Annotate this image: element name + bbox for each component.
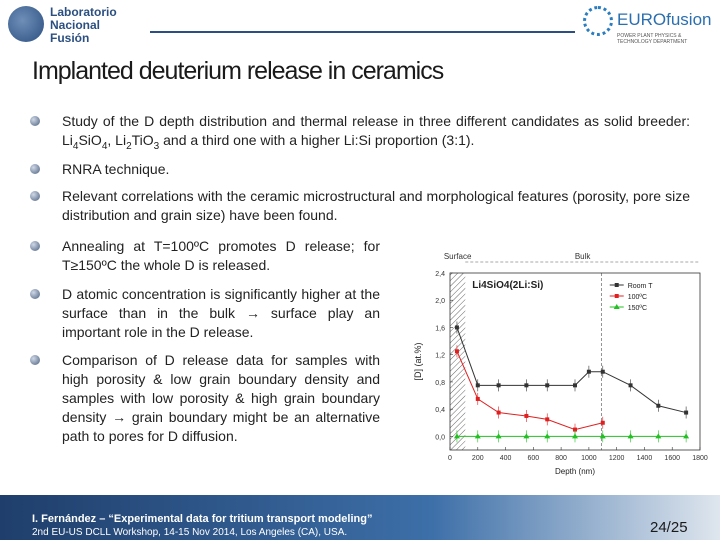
- slide-header: Laboratorio Nacional Fusión EUROfusion P…: [0, 0, 720, 50]
- y-tick-label: 0,8: [435, 380, 445, 387]
- legend-label: 100ºC: [628, 294, 647, 301]
- data-point: [586, 369, 591, 374]
- bullet-icon: [30, 191, 40, 201]
- x-tick-label: 1800: [692, 455, 708, 462]
- bullet-icon: [30, 241, 40, 251]
- y-tick-label: 0,4: [435, 407, 445, 414]
- eurofusion-logo-icon: [583, 6, 613, 36]
- data-point: [453, 433, 460, 439]
- legend-marker: [613, 304, 620, 309]
- y-tick-label: 2,0: [435, 298, 445, 305]
- slide-footer: I. Fernández – “Experimental data for tr…: [0, 495, 720, 540]
- bullet-icon: [30, 164, 40, 174]
- eurofusion-logo: EUROfusion POWER PLANT PHYSICS & TECHNOL…: [583, 4, 718, 50]
- y-tick-label: 2,4: [435, 271, 445, 278]
- lnf-logo-line: Fusión: [50, 31, 90, 45]
- x-tick-label: 200: [472, 455, 484, 462]
- region-label-surface: Surface: [444, 252, 472, 261]
- lnf-logo-line: Nacional: [50, 18, 101, 32]
- data-point: [495, 433, 502, 439]
- data-point: [627, 433, 634, 439]
- lnf-logo-icon: [8, 6, 44, 42]
- bullet-text: Annealing at T=100ºC promotes D release;…: [62, 238, 380, 273]
- lnf-logo: Laboratorio Nacional Fusión: [8, 4, 138, 46]
- data-point: [523, 433, 530, 439]
- y-tick-label: 1,6: [435, 325, 445, 332]
- bullet-text: RNRA technique.: [62, 161, 170, 177]
- bullet-text: Relevant correlations with the ceramic m…: [62, 188, 690, 223]
- x-axis-label: Depth (nm): [555, 467, 595, 476]
- slide-title: Implanted deuterium release in ceramics: [32, 57, 444, 85]
- data-point: [474, 433, 481, 439]
- bullet-text: Study of the D depth distribution and th…: [62, 113, 690, 152]
- footer-author: I. Fernández – “Experimental data for tr…: [32, 513, 373, 525]
- footer-event: 2nd EU-US DCLL Workshop, 14-15 Nov 2014,…: [32, 527, 348, 538]
- x-tick-label: 1200: [609, 455, 625, 462]
- data-point: [524, 413, 529, 418]
- x-tick-label: 800: [555, 455, 567, 462]
- bullet-text: Comparison of D release data for samples…: [62, 352, 380, 444]
- data-point: [600, 369, 605, 374]
- surface-region: [450, 273, 466, 450]
- data-point: [683, 433, 690, 439]
- chart-title: Li4SiO4(2Li:Si): [472, 280, 543, 291]
- x-tick-label: 0: [448, 455, 452, 462]
- data-point: [496, 383, 501, 388]
- bullet-icon: [30, 289, 40, 299]
- series-line: [456, 327, 687, 414]
- bullet-icon: [30, 355, 40, 365]
- y-tick-label: 0,0: [435, 434, 445, 441]
- depth-profile-chart: Surface Bulk 0,0 0,4 0,8 1,2 1,6 2,0 2,4 0 200 400 6…: [413, 252, 708, 476]
- header-divider: [150, 31, 575, 33]
- bullet-icon: [30, 116, 40, 126]
- data-point: [628, 383, 633, 388]
- data-point: [684, 410, 689, 415]
- lnf-logo-line: Laboratorio: [50, 5, 117, 19]
- eurofusion-logo-subtitle: POWER PLANT PHYSICS & TECHNOLOGY DEPARTM…: [617, 33, 688, 45]
- x-tick-label: 1000: [581, 455, 597, 462]
- data-point: [496, 410, 501, 415]
- data-point: [573, 427, 577, 432]
- eurofusion-logo-name: EUROfusion: [617, 10, 712, 29]
- data-point: [524, 383, 529, 388]
- data-point: [572, 433, 578, 439]
- data-point: [545, 383, 550, 388]
- data-point: [599, 433, 606, 439]
- x-tick-label: 1600: [664, 455, 680, 462]
- legend-marker: [614, 283, 619, 287]
- data-point: [545, 417, 550, 422]
- data-point: [475, 396, 480, 401]
- region-label-bulk: Bulk: [575, 252, 592, 261]
- data-point: [655, 433, 662, 439]
- data-point: [454, 325, 459, 330]
- x-tick-label: 1400: [637, 455, 653, 462]
- legend-label: Room T: [628, 283, 653, 290]
- y-tick-label: 1,2: [435, 353, 445, 360]
- data-point: [475, 383, 480, 388]
- plot-frame: [449, 272, 701, 451]
- data-point: [454, 349, 459, 354]
- y-axis-label: [D] (at.%): [413, 342, 423, 380]
- legend-label: 150ºC: [628, 305, 647, 312]
- page-number: 24/25: [650, 519, 688, 536]
- series-line: [456, 351, 603, 431]
- data-point: [656, 403, 661, 408]
- legend-marker: [614, 294, 619, 298]
- x-tick-label: 600: [527, 455, 539, 462]
- data-point: [573, 383, 577, 388]
- bullet-text: D atomic concentration is significantly …: [62, 286, 380, 340]
- x-tick-label: 400: [500, 455, 512, 462]
- data-point: [600, 420, 605, 425]
- data-point: [544, 433, 551, 439]
